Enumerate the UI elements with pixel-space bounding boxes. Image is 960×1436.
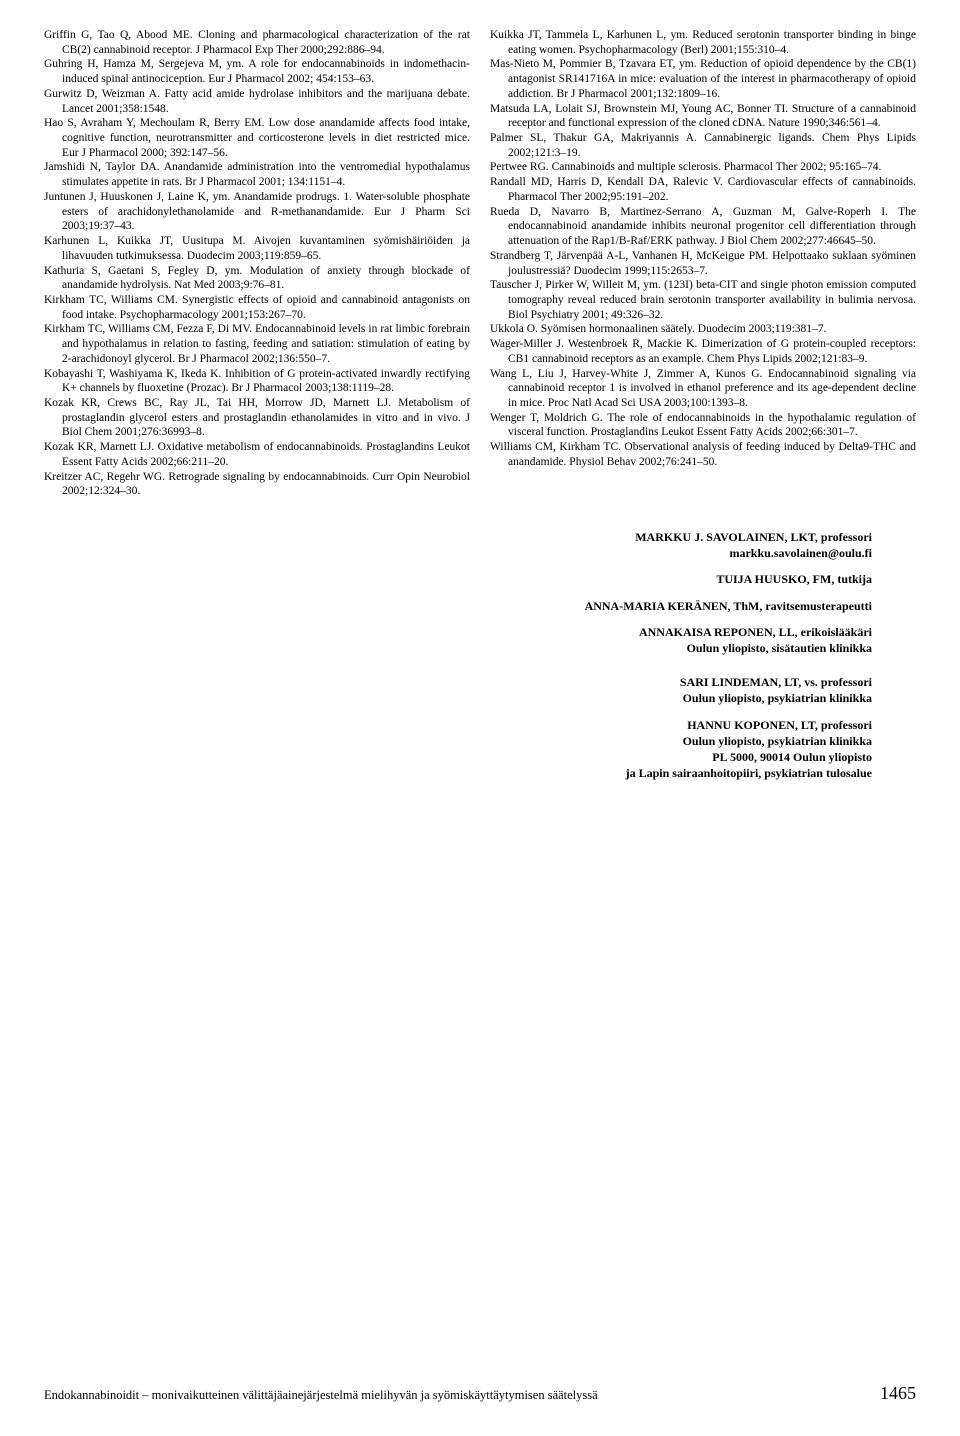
page-footer: Endokannabinoidit – monivaikutteinen väl… <box>44 1383 916 1404</box>
reference-entry: Kathuria S, Gaetani S, Fegley D, ym. Mod… <box>44 264 470 293</box>
reference-entry: Rueda D, Navarro B, Martinez-Serrano A, … <box>490 205 916 249</box>
reference-entry: Palmer SL, Thakur GA, Makriyannis A. Can… <box>490 131 916 160</box>
author-affiliation: Oulun yliopisto, sisätautien klinikka <box>44 640 872 656</box>
reference-entry: Karhunen L, Kuikka JT, Uusitupa M. Aivoj… <box>44 234 470 263</box>
reference-entry: Tauscher J, Pirker W, Willeit M, ym. (12… <box>490 278 916 322</box>
authors-block: MARKKU J. SAVOLAINEN, LKT, professori ma… <box>44 529 916 781</box>
author-line: TUIJA HUUSKO, FM, tutkija <box>44 571 872 587</box>
reference-entry: Pertwee RG. Cannabinoids and multiple sc… <box>490 160 916 175</box>
reference-entry: Jamshidi N, Taylor DA. Anandamide admini… <box>44 160 470 189</box>
reference-entry: Williams CM, Kirkham TC. Observational a… <box>490 440 916 469</box>
author-line: ANNA-MARIA KERÄNEN, ThM, ravitsemusterap… <box>44 598 872 614</box>
reference-entry: Wenger T, Moldrich G. The role of endoca… <box>490 411 916 440</box>
author-line: MARKKU J. SAVOLAINEN, LKT, professori <box>44 529 872 545</box>
references-left-column: Griffin G, Tao Q, Abood ME. Cloning and … <box>44 28 470 499</box>
reference-entry: Kobayashi T, Washiyama K, Ikeda K. Inhib… <box>44 367 470 396</box>
reference-entry: Kuikka JT, Tammela L, Karhunen L, ym. Re… <box>490 28 916 57</box>
running-title: Endokannabinoidit – monivaikutteinen väl… <box>44 1388 598 1403</box>
author-line: HANNU KOPONEN, LT, professori <box>44 717 872 733</box>
page-number: 1465 <box>880 1383 916 1404</box>
author-affiliation: Oulun yliopisto, psykiatrian klinikka <box>44 690 872 706</box>
author-email: markku.savolainen@oulu.fi <box>44 545 872 561</box>
reference-entry: Randall MD, Harris D, Kendall DA, Ralevi… <box>490 175 916 204</box>
reference-entry: Wager-Miller J. Westenbroek R, Mackie K.… <box>490 337 916 366</box>
reference-entry: Kirkham TC, Williams CM, Fezza F, Di MV.… <box>44 322 470 366</box>
references-right-column: Kuikka JT, Tammela L, Karhunen L, ym. Re… <box>490 28 916 499</box>
reference-entry: Juntunen J, Huuskonen J, Laine K, ym. An… <box>44 190 470 234</box>
reference-entry: Kozak KR, Marnett LJ. Oxidative metaboli… <box>44 440 470 469</box>
author-address: PL 5000, 90014 Oulun yliopisto <box>44 749 872 765</box>
reference-entry: Wang L, Liu J, Harvey-White J, Zimmer A,… <box>490 367 916 411</box>
reference-entry: Ukkola O. Syömisen hormonaalinen säätely… <box>490 322 916 337</box>
author-affiliation: Oulun yliopisto, psykiatrian klinikka <box>44 733 872 749</box>
reference-entry: Guhring H, Hamza M, Sergejeva M, ym. A r… <box>44 57 470 86</box>
reference-entry: Griffin G, Tao Q, Abood ME. Cloning and … <box>44 28 470 57</box>
references-columns: Griffin G, Tao Q, Abood ME. Cloning and … <box>44 28 916 499</box>
author-line: ANNAKAISA REPONEN, LL, erikoislääkäri <box>44 624 872 640</box>
reference-entry: Hao S, Avraham Y, Mechoulam R, Berry EM.… <box>44 116 470 160</box>
author-line: SARI LINDEMAN, LT, vs. professori <box>44 674 872 690</box>
reference-entry: Matsuda LA, Lolait SJ, Brownstein MJ, Yo… <box>490 102 916 131</box>
reference-entry: Strandberg T, Järvenpää A-L, Vanhanen H,… <box>490 249 916 278</box>
author-affiliation: ja Lapin sairaanhoitopiiri, psykiatrian … <box>44 765 872 781</box>
reference-entry: Kirkham TC, Williams CM. Synergistic eff… <box>44 293 470 322</box>
reference-entry: Kozak KR, Crews BC, Ray JL, Tai HH, Morr… <box>44 396 470 440</box>
reference-entry: Gurwitz D, Weizman A. Fatty acid amide h… <box>44 87 470 116</box>
reference-entry: Mas-Nieto M, Pommier B, Tzavara ET, ym. … <box>490 57 916 101</box>
reference-entry: Kreitzer AC, Regehr WG. Retrograde signa… <box>44 470 470 499</box>
